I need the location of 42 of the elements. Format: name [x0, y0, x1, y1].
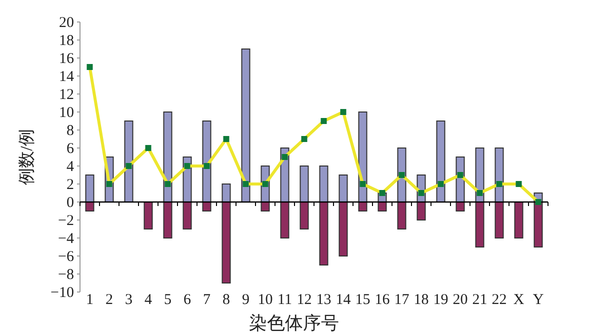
xtick: 5 — [164, 292, 172, 308]
xtick: 11 — [278, 292, 292, 308]
ytick: −8 — [58, 267, 74, 283]
xtick: 21 — [472, 292, 488, 308]
xtick: 9 — [242, 292, 250, 308]
ytick: −2 — [58, 213, 74, 229]
xtick: 17 — [394, 292, 410, 308]
ytick: 4 — [66, 159, 74, 175]
ytick: 18 — [59, 33, 74, 49]
ytick: 14 — [59, 69, 74, 85]
x-axis-title: 染色体序号 — [249, 313, 339, 333]
xtick: 16 — [374, 292, 390, 308]
xtick: 7 — [203, 292, 210, 308]
xtick: 13 — [316, 292, 332, 308]
xtick: 8 — [222, 292, 230, 308]
ytick: 16 — [59, 51, 74, 67]
xtick: X — [513, 292, 524, 308]
xtick: 10 — [258, 292, 273, 308]
xtick: 14 — [336, 292, 351, 308]
xtick: 22 — [492, 292, 507, 308]
xtick: 18 — [414, 292, 429, 308]
ytick: 6 — [66, 141, 74, 157]
xtick: 3 — [125, 292, 132, 308]
xtick: 2 — [106, 292, 113, 308]
xtick: 12 — [296, 292, 312, 308]
y-axis-title: 例数/例 — [17, 129, 36, 185]
xtick: 1 — [86, 292, 94, 308]
ytick: −4 — [58, 231, 74, 247]
ytick: 2 — [66, 177, 74, 193]
xtick: 20 — [452, 292, 468, 308]
ytick: 12 — [59, 87, 74, 103]
ytick: 10 — [59, 105, 74, 121]
xtick: 15 — [355, 292, 370, 308]
ytick: 20 — [59, 15, 74, 31]
ytick: 8 — [66, 123, 74, 139]
ytick: −10 — [50, 285, 74, 301]
ytick: 0 — [66, 195, 74, 211]
xtick: 4 — [144, 292, 152, 308]
xtick: 19 — [433, 292, 448, 308]
xtick: 6 — [184, 292, 191, 308]
ytick: −6 — [58, 249, 74, 265]
xtick: Y — [532, 292, 544, 308]
